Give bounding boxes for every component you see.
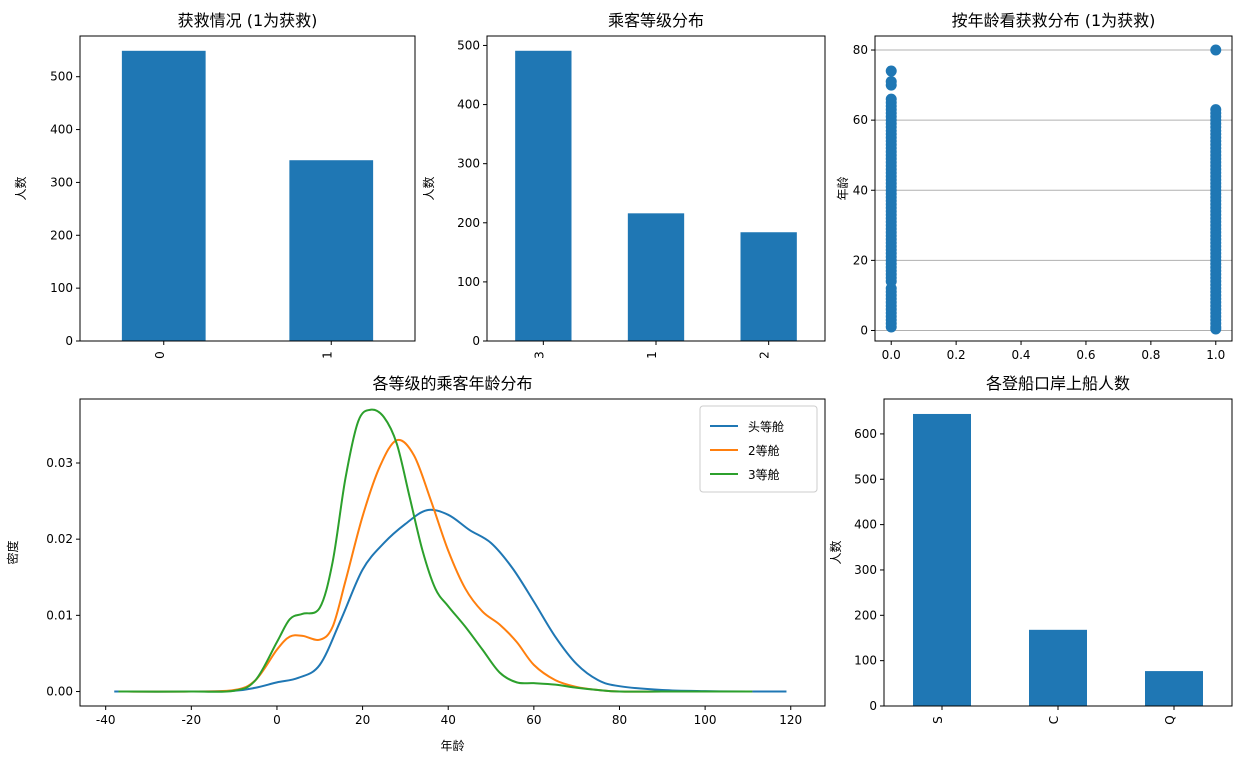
y-tick-label: 40 bbox=[853, 183, 868, 197]
x-tick-label: Q bbox=[1163, 715, 1177, 724]
y-axis-label: 密度 bbox=[5, 540, 20, 564]
bar-2 bbox=[740, 232, 797, 341]
chart-title: 获救情况 (1为获救) bbox=[178, 11, 318, 30]
y-tick-label: 500 bbox=[457, 38, 480, 52]
y-tick-label: 0 bbox=[860, 323, 868, 337]
chart-title: 乘客等级分布 bbox=[608, 11, 704, 30]
chart-title: 各登船口岸上船人数 bbox=[986, 374, 1130, 393]
y-tick-label: 300 bbox=[854, 563, 877, 577]
legend: 头等舱 2等舱 3等舱 bbox=[699, 405, 818, 493]
y-tick-label: 80 bbox=[853, 43, 868, 57]
y-tick-label: 0.00 bbox=[46, 685, 73, 699]
y-tick-label: 0.03 bbox=[46, 456, 73, 470]
y-tick-label: 500 bbox=[50, 70, 73, 84]
y-tick-label: 0 bbox=[869, 699, 877, 713]
scatter-point bbox=[885, 65, 897, 77]
series-line-2 bbox=[118, 408, 753, 693]
y-tick-label: 400 bbox=[854, 518, 877, 532]
y-tick-label: 0.01 bbox=[46, 608, 73, 622]
y-tick-label: 600 bbox=[854, 427, 877, 441]
axes-frame bbox=[486, 35, 826, 342]
y-tick-label: 300 bbox=[50, 175, 73, 189]
x-tick-label: 60 bbox=[526, 713, 541, 727]
x-tick-label: 100 bbox=[694, 713, 717, 727]
y-tick-label: 200 bbox=[50, 228, 73, 242]
x-tick-label: -20 bbox=[182, 713, 202, 727]
y-tick-label: 0.02 bbox=[46, 532, 73, 546]
y-tick-label: 300 bbox=[457, 157, 480, 171]
axes-frame bbox=[79, 35, 416, 342]
scatter-point bbox=[1210, 44, 1222, 56]
x-tick-label: 3 bbox=[532, 351, 546, 359]
y-tick-label: 200 bbox=[457, 216, 480, 230]
y-axis-label: 人数 bbox=[828, 540, 843, 564]
y-axis-label: 人数 bbox=[421, 176, 436, 200]
x-tick-label: 0 bbox=[153, 351, 167, 359]
y-tick-label: 500 bbox=[854, 472, 877, 486]
x-tick-label: 0 bbox=[273, 713, 281, 727]
axes-frame bbox=[883, 398, 1233, 707]
x-tick-label: 2 bbox=[758, 351, 772, 359]
x-tick-label: 0.2 bbox=[947, 348, 966, 362]
legend-label: 3等舱 bbox=[748, 468, 780, 482]
y-tick-label: 200 bbox=[854, 608, 877, 622]
bar-chart-0: 获救情况 (1为获救) 人数 0 100 200 300 400 500 0 1 bbox=[13, 11, 416, 359]
y-tick-label: 100 bbox=[854, 654, 877, 668]
bar-C bbox=[1029, 629, 1087, 706]
x-tick-label: 80 bbox=[612, 713, 627, 727]
legend-label: 头等舱 bbox=[748, 420, 784, 434]
x-tick-label: 120 bbox=[779, 713, 802, 727]
legend-label: 2等舱 bbox=[748, 444, 780, 458]
y-tick-label: 60 bbox=[853, 113, 868, 127]
axes-frame bbox=[79, 398, 826, 707]
chart-title: 各等级的乘客年龄分布 bbox=[372, 374, 532, 393]
y-tick-label: 400 bbox=[457, 98, 480, 112]
x-tick-label: 0.6 bbox=[1076, 348, 1095, 362]
bar-3 bbox=[515, 50, 572, 341]
x-tick-label: S bbox=[931, 716, 945, 724]
scatter-chart: 按年龄看获救分布 (1为获救) 年龄 0 20 40 60 80 0.0 0.2 0.4 0.6 0.… bbox=[836, 11, 1233, 362]
y-tick-label: 100 bbox=[457, 275, 480, 289]
y-tick-label: 0 bbox=[65, 334, 73, 348]
x-tick-label: C bbox=[1047, 716, 1061, 724]
y-tick-label: 0 bbox=[472, 334, 480, 348]
series-line-0 bbox=[114, 508, 787, 693]
bar-1 bbox=[289, 160, 374, 341]
scatter-point bbox=[1210, 104, 1222, 116]
bar-0 bbox=[121, 50, 206, 342]
x-tick-label: 40 bbox=[441, 713, 456, 727]
bar-S bbox=[913, 413, 971, 706]
y-axis-label: 人数 bbox=[13, 176, 28, 200]
axes-frame bbox=[874, 35, 1233, 342]
x-tick-label: 0.0 bbox=[882, 348, 901, 362]
x-tick-label: 1 bbox=[320, 351, 334, 359]
y-axis-label: 年龄 bbox=[836, 176, 850, 200]
y-tick-label: 100 bbox=[50, 281, 73, 295]
scatter-point bbox=[885, 93, 897, 105]
y-tick-label: 20 bbox=[853, 253, 868, 267]
scatter-point bbox=[885, 76, 897, 88]
x-tick-label: 0.4 bbox=[1011, 348, 1030, 362]
x-tick-label: 0.8 bbox=[1141, 348, 1160, 362]
legend-box bbox=[699, 405, 818, 493]
x-axis-label: 年龄 bbox=[440, 739, 464, 753]
series-line-1 bbox=[118, 438, 753, 693]
y-tick-label: 400 bbox=[50, 123, 73, 137]
chart-title: 按年龄看获救分布 (1为获救) bbox=[952, 11, 1156, 30]
bar-1 bbox=[627, 213, 685, 341]
x-tick-label: -40 bbox=[96, 713, 116, 727]
bar-Q bbox=[1145, 671, 1203, 706]
x-tick-label: 1 bbox=[645, 351, 659, 359]
x-tick-label: 20 bbox=[355, 713, 370, 727]
x-tick-label: 1.0 bbox=[1206, 348, 1225, 362]
